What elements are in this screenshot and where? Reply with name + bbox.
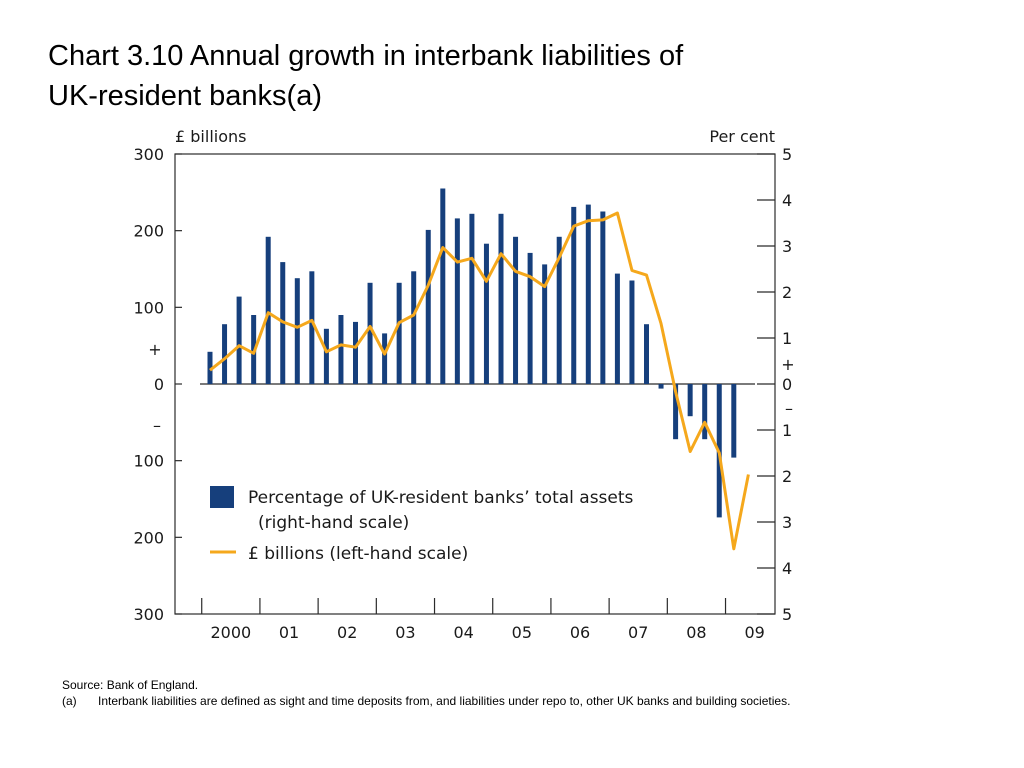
- bar: [731, 384, 737, 458]
- left-axis-tick-label: 100: [133, 452, 164, 471]
- bar: [236, 296, 242, 384]
- legend-bar-swatch: [210, 486, 234, 508]
- right-axis-tick-label: 3: [782, 237, 792, 256]
- legend-line-label: £ billions (left-hand scale): [248, 544, 468, 564]
- chart-title-line-2: UK-resident banks(a): [48, 80, 322, 112]
- x-axis-year-label: 08: [686, 623, 706, 642]
- bar: [483, 243, 489, 384]
- bar: [556, 236, 562, 384]
- right-axis-tick-label: 3: [782, 513, 792, 532]
- x-axis-year-label: 03: [395, 623, 415, 642]
- x-axis: 2000 01 02 03 04 05 06 07 08 09: [201, 598, 765, 642]
- footnote-text: Interbank liabilities are defined as sig…: [98, 694, 791, 708]
- right-axis-tick-label: 4: [782, 559, 792, 578]
- chart-title: Chart 3.10 Annual growth in interbank li…: [48, 36, 948, 116]
- right-axis-tick-label: 1: [782, 329, 792, 348]
- bar: [702, 384, 708, 440]
- right-axis-tick-label: 0: [782, 375, 792, 394]
- line-series: [209, 211, 750, 551]
- right-axis-minus-sign: –: [785, 399, 793, 418]
- right-axis-tick-label: 2: [782, 283, 792, 302]
- left-axis-plus-sign: +: [148, 340, 161, 359]
- bar-series: [207, 188, 737, 518]
- bar: [309, 271, 315, 384]
- bar: [454, 218, 460, 384]
- source-notes: Source: Bank of England. (a) Interbank l…: [62, 677, 942, 709]
- legend-bar-label: Percentage of UK-resident banks’ total a…: [248, 488, 634, 508]
- left-axis-tick-label: 100: [133, 298, 164, 317]
- legend-bar-label-scale: (right-hand scale): [258, 513, 409, 533]
- bar: [585, 204, 591, 384]
- bar: [425, 229, 431, 384]
- bar: [469, 213, 475, 384]
- bar: [687, 384, 693, 417]
- bar: [382, 333, 388, 384]
- source-line: Source: Bank of England.: [62, 678, 199, 692]
- left-axis-tick-label: 300: [133, 605, 164, 624]
- right-axis-tick-label: 1: [782, 421, 792, 440]
- bar: [644, 324, 649, 384]
- left-axis-tick-label: 200: [133, 222, 164, 241]
- bar: [658, 384, 664, 389]
- footnote-a: (a) Interbank liabilities are defined as…: [62, 693, 942, 709]
- bar: [527, 252, 533, 384]
- bar: [338, 315, 344, 384]
- bar: [323, 328, 329, 384]
- x-axis-year-label: 06: [570, 623, 590, 642]
- right-axis-tick-label: 5: [782, 145, 792, 164]
- bar: [353, 321, 358, 384]
- right-axis-tick-label: 5: [782, 605, 792, 624]
- x-axis-year-label: 02: [337, 623, 357, 642]
- right-axis: Per cent 5 4 3 2 1 0 1 2 3 4 5 + –: [709, 127, 794, 624]
- x-axis-year-label: 2000: [210, 623, 251, 642]
- bar: [571, 206, 577, 384]
- bar: [542, 264, 548, 384]
- x-axis-year-label: 07: [628, 623, 648, 642]
- bar: [498, 213, 504, 384]
- right-axis-plus-sign: +: [781, 355, 794, 374]
- bar: [411, 271, 417, 384]
- series-line: [209, 211, 750, 551]
- left-axis-tick-label: 200: [133, 528, 164, 547]
- left-axis-minus-sign: –: [153, 416, 161, 435]
- right-axis-title: Per cent: [709, 127, 775, 146]
- bar: [222, 324, 228, 384]
- chart-title-line-1: Chart 3.10 Annual growth in interbank li…: [48, 40, 684, 72]
- right-axis-tick-label: 4: [782, 191, 792, 210]
- left-axis-tick-label: 300: [133, 145, 164, 164]
- bar: [673, 384, 679, 440]
- bar: [396, 282, 402, 384]
- x-axis-year-label: 04: [453, 623, 473, 642]
- bar: [513, 236, 519, 384]
- bar: [614, 273, 620, 384]
- left-axis: £ billions 300 200 100 0 100 200 300 + –: [133, 127, 246, 624]
- x-axis-year-label: 05: [512, 623, 532, 642]
- left-axis-tick-label: 0: [154, 375, 164, 394]
- bar: [629, 280, 635, 384]
- legend: Percentage of UK-resident banks’ total a…: [210, 486, 634, 564]
- bar: [294, 278, 300, 384]
- footnote-mark: (a): [62, 694, 77, 708]
- bar: [207, 351, 213, 384]
- bar: [367, 282, 373, 384]
- x-axis-year-label: 01: [279, 623, 299, 642]
- bar: [440, 188, 446, 384]
- bar: [600, 211, 606, 384]
- bar: [265, 236, 271, 384]
- right-axis-tick-label: 2: [782, 467, 792, 486]
- left-axis-title: £ billions: [175, 127, 246, 146]
- x-axis-year-label: 09: [744, 623, 764, 642]
